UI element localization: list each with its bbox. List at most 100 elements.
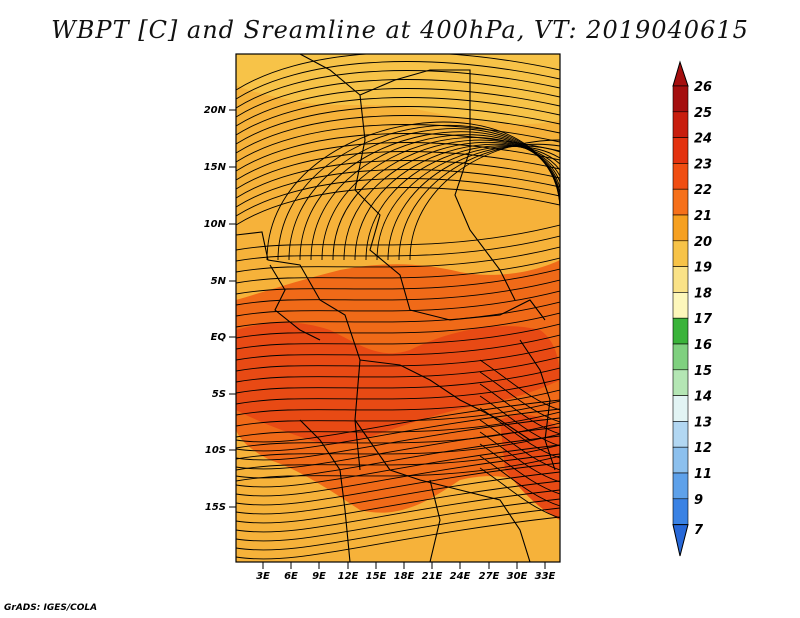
- lat-tick-group: EQ: [211, 332, 236, 343]
- streamline: [479, 383, 560, 435]
- streamline: [236, 151, 560, 190]
- streamline: [236, 323, 560, 350]
- streamline: [236, 480, 560, 524]
- colorbar-top-arrow: [672, 60, 689, 87]
- cool-region-north: [236, 54, 560, 125]
- lat-tick-group: 10N: [204, 219, 236, 230]
- lon-label: 33E: [535, 571, 556, 582]
- streamline: [236, 435, 560, 479]
- streamline: [236, 160, 560, 199]
- colorbar-label: 7: [694, 523, 704, 538]
- streamline: [236, 462, 560, 506]
- lon-tick-group: 3E: [256, 562, 270, 582]
- streamline: [479, 395, 560, 447]
- streamline: [376, 145, 560, 261]
- colorbar-label: 15: [694, 364, 712, 379]
- colorbar-label: 23: [694, 157, 712, 172]
- colorbar-label: 21: [694, 209, 712, 224]
- border-line: [359, 359, 531, 441]
- lon-tick-group: 21E: [422, 562, 443, 582]
- colorbar-label: 13: [694, 415, 712, 430]
- colorbar-swatch: [672, 163, 689, 190]
- streamline: [236, 79, 560, 118]
- longitude-axis: 3E 6E 9E 12E 15E 18E 21E 24E: [256, 562, 556, 582]
- lon-tick-group: 12E: [338, 562, 359, 582]
- streamline: [236, 97, 560, 136]
- streamline: [236, 453, 560, 497]
- colorbar-label: 20: [694, 235, 712, 250]
- colorbar-label: 25: [694, 106, 712, 121]
- lon-label: 27E: [479, 571, 500, 582]
- lon-tick-group: 15E: [366, 562, 387, 582]
- lat-label: 5N: [211, 276, 227, 287]
- colorbar-label: 17: [694, 312, 713, 327]
- streamline: [236, 426, 560, 470]
- colorbar-swatch: [672, 472, 689, 500]
- map-title: WBPT [C] and Sreamline at 400hPa, VT: 20…: [51, 16, 749, 44]
- colorbar-swatch: [672, 395, 689, 422]
- lon-label: 30E: [507, 571, 528, 582]
- colorbar-swatch: [672, 266, 689, 293]
- streamline: [236, 268, 560, 295]
- colorbar-swatch: [672, 85, 689, 113]
- lat-tick-group: 15S: [205, 502, 236, 513]
- lat-tick-group: 10S: [205, 445, 236, 456]
- colorbar-label: 12: [694, 441, 712, 456]
- streamline: [236, 334, 560, 361]
- streamline: [236, 312, 560, 339]
- streamline: [236, 224, 560, 251]
- map-frame: [235, 53, 561, 563]
- colorbar-label: 16: [694, 338, 712, 353]
- lon-label: 24E: [450, 571, 471, 582]
- lon-label: 9E: [312, 571, 326, 582]
- lon-label: 3E: [256, 571, 270, 582]
- streamline: [236, 417, 560, 461]
- streamline: [236, 279, 560, 306]
- streamline: [236, 257, 560, 284]
- lat-tick-group: 20N: [204, 105, 236, 116]
- streamline: [236, 399, 560, 443]
- lon-label: 18E: [394, 571, 415, 582]
- border-line: [519, 339, 556, 471]
- colorbar-swatch: [672, 111, 689, 138]
- streamline: [236, 345, 560, 372]
- streamline: [236, 54, 560, 91]
- streamline: [365, 145, 560, 261]
- colorbar-swatch: [672, 343, 689, 371]
- streamline: [236, 455, 560, 482]
- streamline: [479, 431, 560, 483]
- colorbar-swatch: [672, 317, 689, 345]
- colorbar-label: 18: [694, 286, 712, 301]
- streamline: [236, 88, 560, 127]
- streamline: [236, 444, 560, 488]
- lon-tick-group: 9E: [312, 562, 326, 582]
- lat-label: 5S: [212, 389, 226, 400]
- hot-core-region: [236, 322, 560, 445]
- lat-label: 20N: [204, 105, 227, 116]
- streamline: [236, 356, 560, 383]
- streamline: [479, 467, 560, 519]
- streamline: [236, 301, 560, 328]
- border-line: [454, 105, 516, 301]
- lon-label: 21E: [422, 571, 443, 582]
- colorbar-swatch: [672, 214, 689, 242]
- colorbar-swatch: [672, 240, 689, 267]
- streamline: [236, 106, 560, 145]
- streamline: [236, 389, 560, 416]
- streamline: [236, 400, 560, 427]
- colorbar-label: 22: [694, 183, 712, 198]
- border-line: [236, 231, 361, 471]
- streamline: [354, 143, 560, 261]
- lon-label: 15E: [366, 571, 387, 582]
- lat-label: 10N: [204, 219, 227, 230]
- streamline: [236, 290, 560, 317]
- streamline: [479, 359, 560, 411]
- streamline: [236, 378, 560, 405]
- lat-tick-group: 5N: [211, 276, 236, 287]
- colorbar-bottom-arrow: [672, 524, 689, 557]
- colorbar-label: 9: [694, 493, 703, 508]
- colorbar-swatch: [672, 137, 689, 164]
- colorbar-label: 24: [694, 132, 712, 147]
- streamline: [236, 70, 560, 109]
- streamline: [236, 498, 560, 542]
